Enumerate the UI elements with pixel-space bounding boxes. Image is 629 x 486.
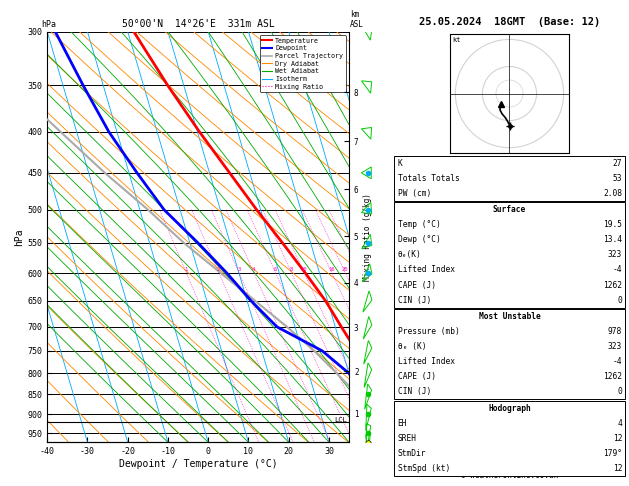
Text: 0: 0 [617, 387, 622, 397]
Text: 13.4: 13.4 [603, 235, 622, 244]
Text: 1262: 1262 [603, 280, 622, 290]
Text: 2.08: 2.08 [603, 189, 622, 198]
Text: 2: 2 [217, 267, 220, 272]
Text: CAPE (J): CAPE (J) [398, 280, 435, 290]
Text: 978: 978 [608, 327, 622, 336]
Text: StmDir: StmDir [398, 449, 426, 458]
Text: EH: EH [398, 419, 407, 428]
Text: -4: -4 [613, 265, 622, 275]
Text: θₑ (K): θₑ (K) [398, 342, 426, 351]
Text: StmSpd (kt): StmSpd (kt) [398, 464, 450, 473]
Text: hPa: hPa [41, 20, 56, 29]
Y-axis label: hPa: hPa [14, 228, 25, 246]
Text: 4: 4 [252, 267, 255, 272]
Text: 1: 1 [184, 267, 187, 272]
Text: Most Unstable: Most Unstable [479, 312, 540, 321]
Text: Pressure (mb): Pressure (mb) [398, 327, 459, 336]
Text: 19.5: 19.5 [603, 220, 622, 229]
Text: 12: 12 [613, 434, 622, 443]
Text: 27: 27 [613, 158, 622, 168]
Text: km
ASL: km ASL [350, 10, 364, 29]
Text: SREH: SREH [398, 434, 416, 443]
Text: 0: 0 [617, 295, 622, 305]
Text: CAPE (J): CAPE (J) [398, 372, 435, 382]
Text: 50°00'N  14°26'E  331m ASL: 50°00'N 14°26'E 331m ASL [122, 19, 274, 29]
Text: K: K [398, 158, 403, 168]
Text: 4: 4 [617, 419, 622, 428]
Text: 16: 16 [328, 267, 335, 272]
X-axis label: Dewpoint / Temperature (°C): Dewpoint / Temperature (°C) [119, 459, 277, 469]
Text: 20: 20 [342, 267, 348, 272]
Text: 3: 3 [237, 267, 240, 272]
Text: 25.05.2024  18GMT  (Base: 12): 25.05.2024 18GMT (Base: 12) [419, 17, 600, 27]
Text: 6: 6 [274, 267, 277, 272]
Text: Dewp (°C): Dewp (°C) [398, 235, 440, 244]
Legend: Temperature, Dewpoint, Parcel Trajectory, Dry Adiabat, Wet Adiabat, Isotherm, Mi: Temperature, Dewpoint, Parcel Trajectory… [260, 35, 346, 92]
Text: LCL: LCL [335, 417, 347, 423]
Text: kt: kt [453, 37, 461, 43]
Text: Surface: Surface [493, 205, 526, 214]
Text: Mixing Ratio (g/kg): Mixing Ratio (g/kg) [363, 193, 372, 281]
Text: Lifted Index: Lifted Index [398, 265, 455, 275]
Text: Temp (°C): Temp (°C) [398, 220, 440, 229]
Text: 8: 8 [289, 267, 293, 272]
Text: Totals Totals: Totals Totals [398, 174, 459, 183]
Text: 12: 12 [613, 464, 622, 473]
Text: PW (cm): PW (cm) [398, 189, 431, 198]
Text: 323: 323 [608, 250, 622, 260]
Text: Lifted Index: Lifted Index [398, 357, 455, 366]
Text: θₑ(K): θₑ(K) [398, 250, 421, 260]
Text: -4: -4 [613, 357, 622, 366]
Text: 10: 10 [301, 267, 307, 272]
Text: © weatheronline.co.uk: © weatheronline.co.uk [461, 471, 558, 480]
Text: 323: 323 [608, 342, 622, 351]
Text: CIN (J): CIN (J) [398, 295, 431, 305]
Text: 1262: 1262 [603, 372, 622, 382]
Text: 179°: 179° [603, 449, 622, 458]
Text: CIN (J): CIN (J) [398, 387, 431, 397]
Text: 53: 53 [613, 174, 622, 183]
Text: Hodograph: Hodograph [488, 404, 531, 413]
